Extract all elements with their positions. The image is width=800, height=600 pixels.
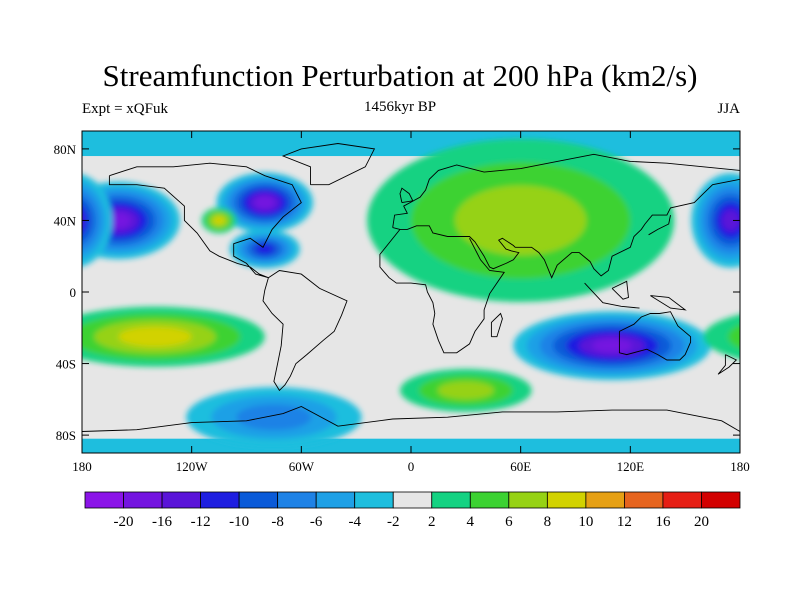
colorbar-swatch bbox=[200, 491, 240, 509]
colorbar-swatch bbox=[701, 491, 741, 509]
map-title: Streamfunction Perturbation at 200 hPa (… bbox=[102, 58, 698, 93]
y-tick-label: 80N bbox=[54, 142, 77, 157]
colorbar-label: 2 bbox=[428, 514, 436, 530]
y-tick-label: 0 bbox=[70, 285, 77, 300]
colorbar-label: 16 bbox=[655, 514, 671, 530]
colorbar-label: 12 bbox=[617, 514, 632, 530]
colorbar-swatch bbox=[315, 491, 356, 509]
south-indian-low-contour bbox=[592, 338, 632, 353]
season-label: JJA bbox=[717, 101, 740, 117]
colorbar-label: -20 bbox=[114, 514, 134, 530]
colorbar-label: 10 bbox=[578, 514, 593, 530]
south-pac-band-contour-wrap bbox=[777, 327, 800, 347]
east-pac-high-contour bbox=[213, 216, 225, 225]
colorbar-swatch bbox=[585, 491, 625, 509]
south-atl-high-contour bbox=[437, 381, 495, 400]
coastline-13 bbox=[399, 187, 414, 204]
colorbar-label: 6 bbox=[505, 514, 513, 530]
north-pac-low-contour-wrap bbox=[739, 217, 740, 224]
colorbar-swatch bbox=[469, 491, 510, 509]
x-tick-label: 180 bbox=[72, 459, 92, 474]
coastlines bbox=[82, 143, 740, 432]
colorbar-label: -10 bbox=[229, 514, 249, 530]
colorbar-swatch bbox=[277, 491, 317, 509]
coastline-8 bbox=[82, 406, 740, 432]
colorbar-label: -2 bbox=[387, 514, 400, 530]
coastline-4 bbox=[392, 178, 740, 279]
coastline-11 bbox=[650, 295, 687, 311]
us-low-contour bbox=[255, 243, 275, 255]
colorbar-label: 4 bbox=[467, 514, 475, 530]
north-pac-low-contour-wrap bbox=[764, 213, 789, 228]
colorbar-swatch bbox=[123, 491, 163, 509]
y-axis: 80N 40N 0 40S 80S bbox=[54, 142, 740, 443]
south-pac-band-contour-wrap bbox=[727, 324, 740, 349]
north-pac-low-contour-wrap bbox=[756, 208, 797, 234]
x-tick-label: 60E bbox=[510, 459, 531, 474]
colorbar-label: -4 bbox=[348, 514, 361, 530]
colorbar-swatch bbox=[238, 491, 279, 509]
coastline-3 bbox=[392, 153, 740, 228]
x-axis: 180 120W 60W 0 60E 120E 180 bbox=[72, 131, 750, 474]
coastline-5 bbox=[379, 229, 505, 354]
x-tick-label: 120W bbox=[176, 459, 209, 474]
north-pac-low-contour-wrap bbox=[748, 202, 800, 238]
colorbar-swatch bbox=[84, 491, 124, 509]
coastline-9 bbox=[584, 282, 640, 309]
colorbar-label: 20 bbox=[694, 514, 709, 530]
colorbar-swatch bbox=[354, 491, 394, 509]
colorbar-swatch bbox=[508, 491, 548, 509]
coastline-1 bbox=[281, 143, 376, 186]
y-tick-label: 40N bbox=[54, 213, 77, 228]
south-pac-band-contour bbox=[118, 326, 192, 347]
coastline-2 bbox=[262, 270, 348, 392]
colorbar-swatch bbox=[161, 491, 201, 509]
colorbar-swatch bbox=[546, 491, 587, 509]
asia-band-contour bbox=[454, 185, 587, 256]
coastline-12 bbox=[648, 215, 671, 236]
colorbar-swatch bbox=[392, 491, 433, 509]
colorbar-label: -16 bbox=[152, 514, 172, 530]
colorbar-swatch bbox=[624, 491, 664, 509]
antarctic-low-contour bbox=[236, 404, 312, 431]
north-pac-low-contour-wrap bbox=[731, 203, 740, 237]
colorbar-label: 8 bbox=[544, 514, 552, 530]
coastline-7 bbox=[618, 311, 692, 361]
experiment-label: Expt = xQFuk bbox=[82, 101, 168, 117]
south-pac-band-contour-wrap bbox=[703, 314, 740, 360]
coastline-14 bbox=[717, 354, 738, 375]
y-tick-label: 40S bbox=[56, 357, 76, 372]
east-pac-rim-contour bbox=[721, 209, 740, 232]
field-shading bbox=[82, 131, 800, 453]
south-pac-band-contour-wrap bbox=[752, 320, 800, 353]
x-tick-label: 60W bbox=[289, 459, 315, 474]
coastline-0 bbox=[108, 162, 302, 279]
colorbar-label: -8 bbox=[271, 514, 284, 530]
colorbar-swatch bbox=[431, 491, 471, 509]
x-tick-label: 0 bbox=[408, 459, 415, 474]
north-pac-low-contour bbox=[106, 212, 131, 229]
canada-low-contour bbox=[255, 196, 275, 209]
coastline-6 bbox=[490, 312, 503, 338]
colorbar-label: -12 bbox=[191, 514, 211, 530]
x-tick-label: 180 bbox=[730, 459, 750, 474]
colorbar: -20 -16 -12 -10 -8 -6 -4 -2 2 4 6 8 10 12 16 20 bbox=[84, 491, 741, 530]
colorbar-swatch bbox=[662, 491, 702, 509]
colorbar-label: -6 bbox=[310, 514, 323, 530]
time-label: 1456kyr BP bbox=[363, 99, 437, 115]
x-tick-label: 120E bbox=[617, 459, 645, 474]
coastline-10 bbox=[611, 280, 629, 300]
y-tick-label: 80S bbox=[56, 428, 76, 443]
